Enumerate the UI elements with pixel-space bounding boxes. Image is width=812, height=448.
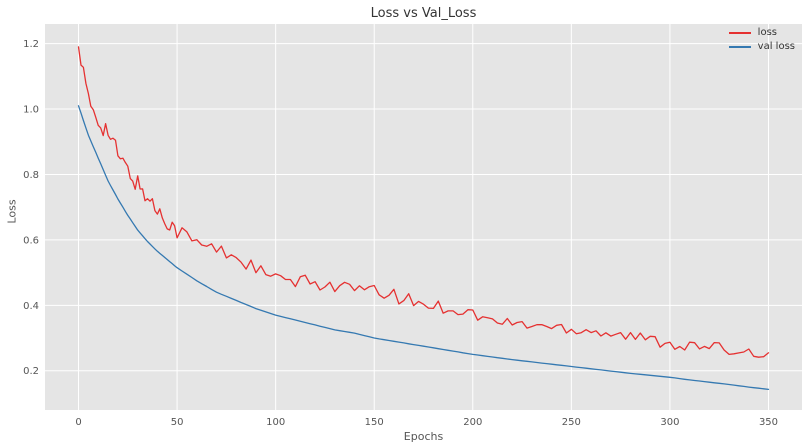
y-tick-label: 1.0 <box>23 105 39 116</box>
legend-swatch-val-loss <box>728 45 751 48</box>
legend-label-loss: loss <box>757 27 777 38</box>
legend: loss val loss <box>728 27 795 52</box>
y-tick-label: 0.6 <box>23 235 39 246</box>
plot-area <box>45 24 802 410</box>
x-tick-label: 150 <box>365 417 384 428</box>
legend-item-loss: loss <box>728 27 795 38</box>
y-tick-label: 0.4 <box>23 301 39 312</box>
y-tick-label: 1.2 <box>23 39 39 50</box>
tick-labels: 0 50 100 150 200 250 300 350 0.2 0.4 0.6 0.8 1.0 1.2 <box>23 39 778 428</box>
x-tick-label: 250 <box>562 417 581 428</box>
x-tick-label: 200 <box>463 417 482 428</box>
y-axis-label: Loss <box>5 199 19 224</box>
x-tick-label: 50 <box>171 417 184 428</box>
legend-item-val-loss: val loss <box>728 41 795 52</box>
x-tick-label: 100 <box>266 417 285 428</box>
x-tick-label: 300 <box>660 417 679 428</box>
line-loss <box>77 46 770 358</box>
x-axis-label: Epochs <box>403 430 444 443</box>
legend-label-val-loss: val loss <box>757 41 795 52</box>
y-tick-label: 0.8 <box>23 170 39 181</box>
chart-title: Loss vs Val_Loss <box>370 6 477 21</box>
legend-swatch-loss <box>728 31 751 34</box>
x-tick-label: 350 <box>759 417 778 428</box>
y-tick-label: 0.2 <box>23 366 39 377</box>
gridlines <box>45 24 802 410</box>
line-val-loss <box>77 105 770 391</box>
x-tick-label: 0 <box>75 417 81 428</box>
